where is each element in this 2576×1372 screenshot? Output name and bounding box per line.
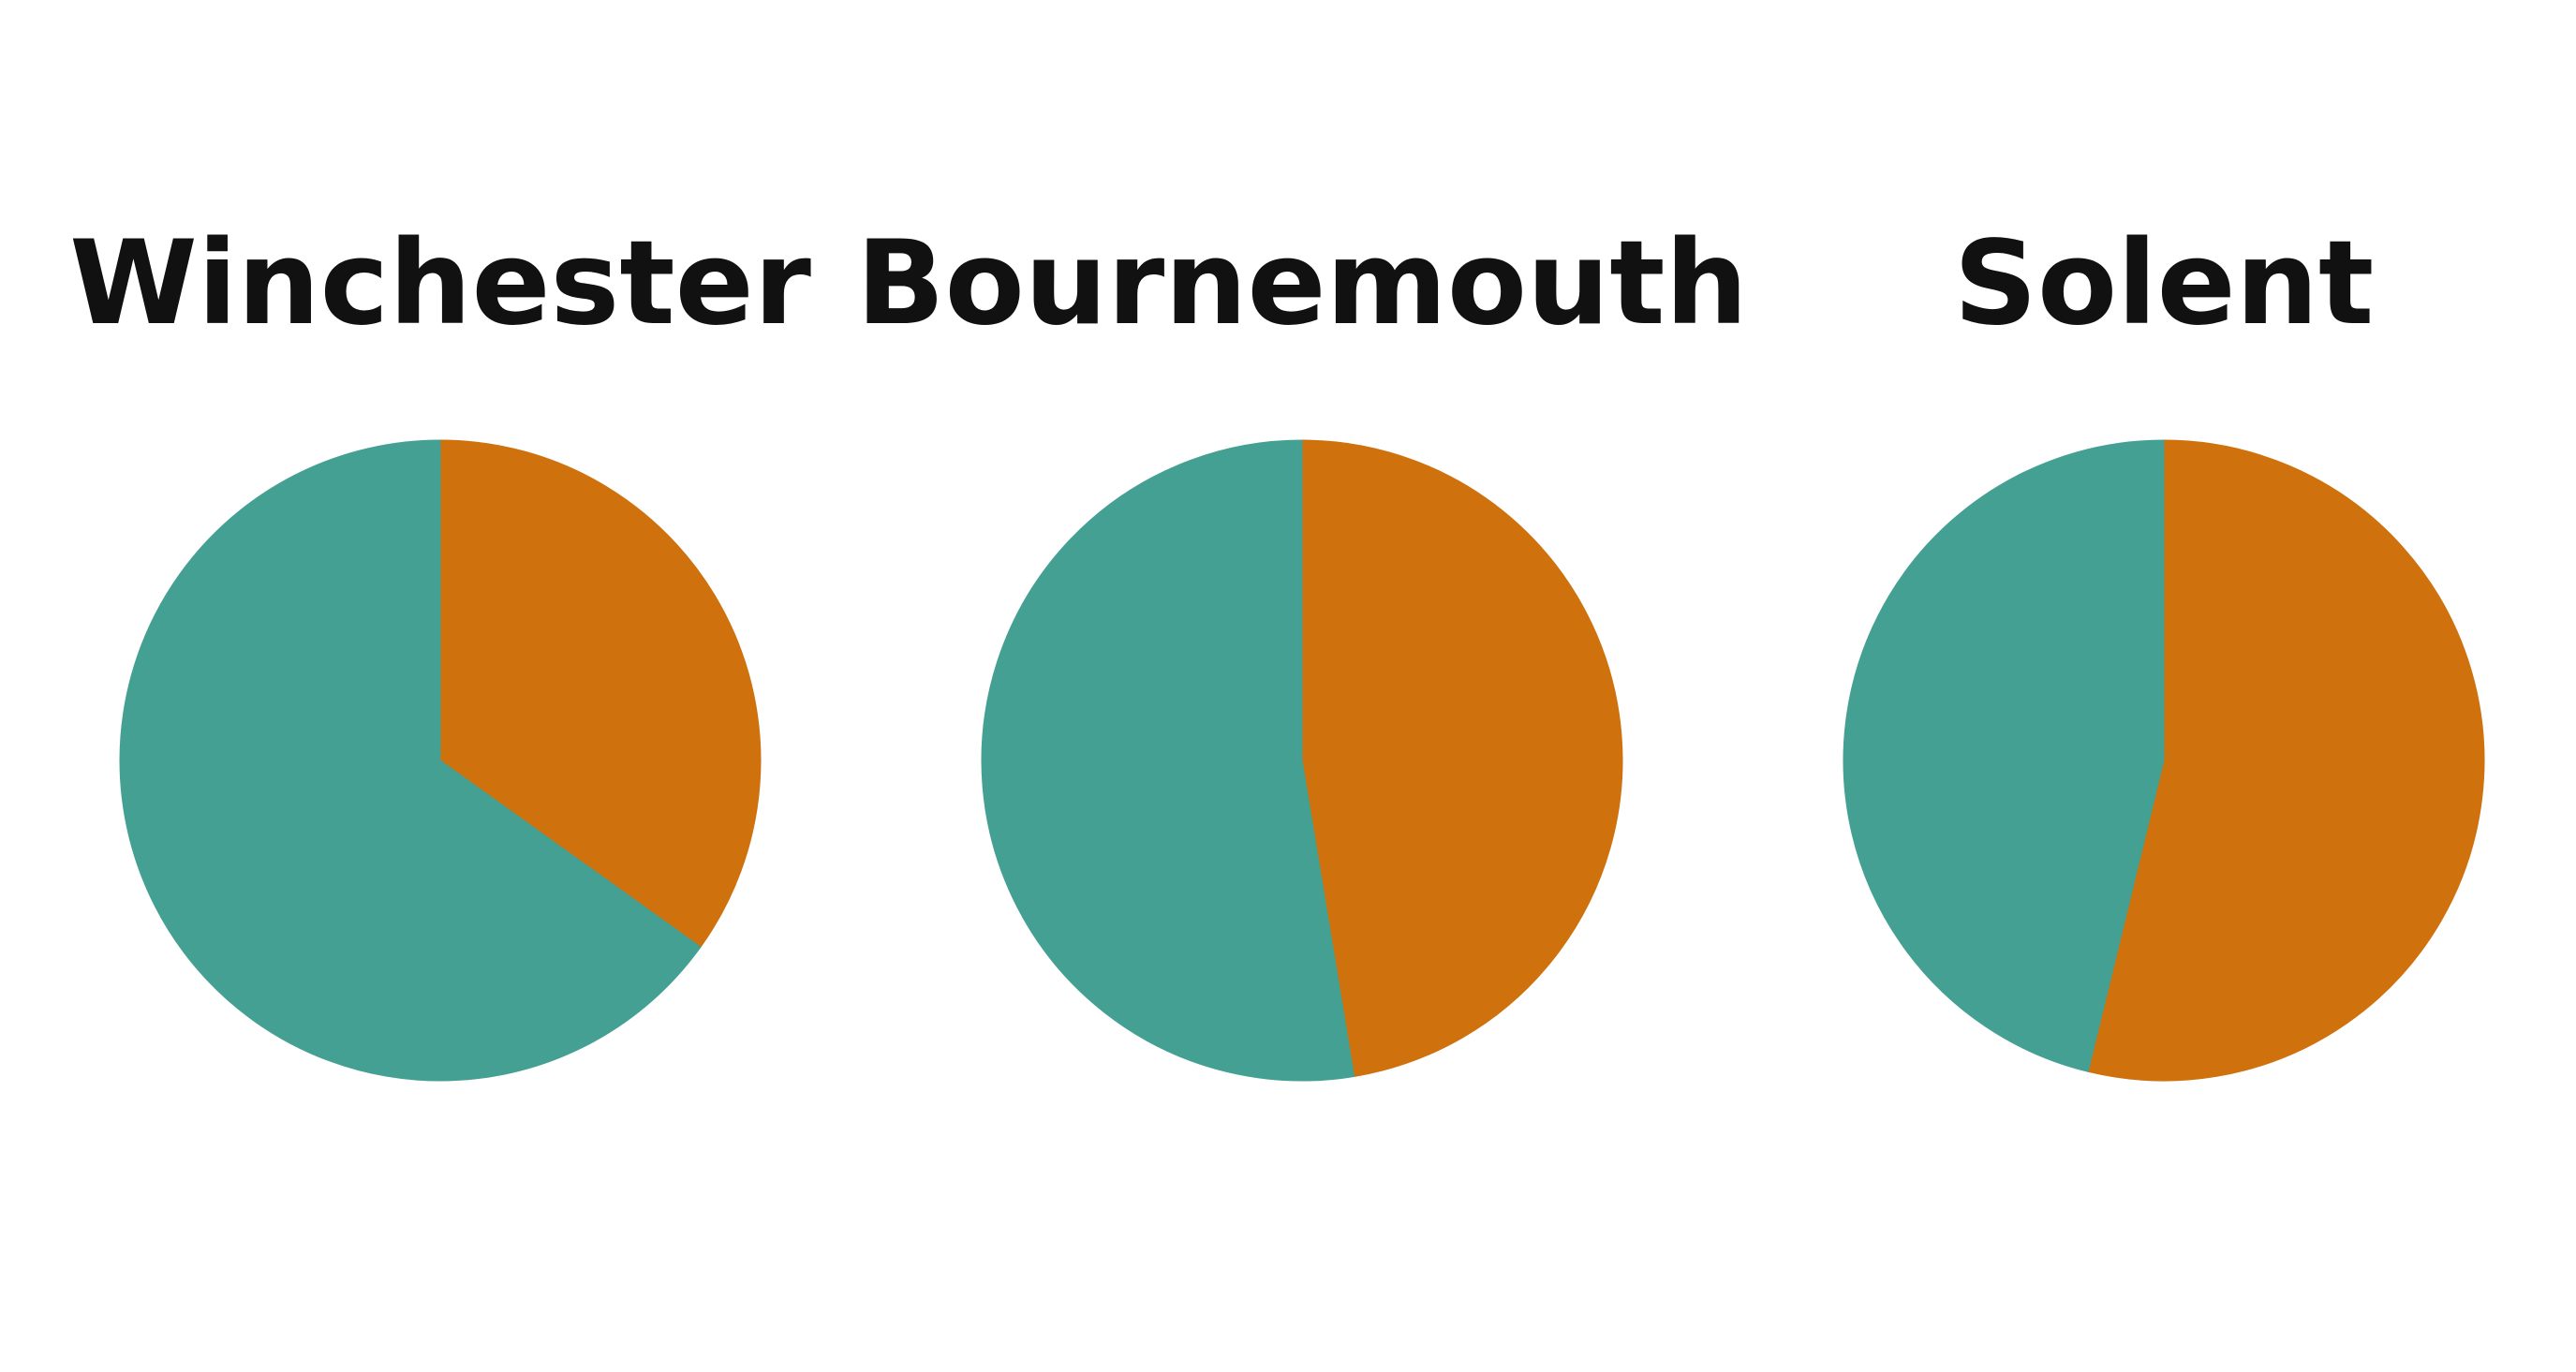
pie-title-winchester: Winchester: [69, 216, 811, 351]
pie-slice-1-0: [1301, 439, 1623, 1078]
pie-title-solent: Solent: [1954, 216, 2375, 351]
pie-slice-0-1: [119, 439, 702, 1082]
pie-bournemouth: Bournemouth: [856, 216, 1748, 1082]
pie-slice-1-1: [981, 439, 1355, 1082]
pie-slice-2-1: [1843, 439, 2165, 1072]
pie-winchester: Winchester: [69, 216, 811, 1082]
pie-slice-0-0: [439, 439, 762, 948]
slices-winchester: [119, 439, 762, 1082]
pie-slice-2-0: [2087, 439, 2485, 1082]
slices-solent: [1843, 439, 2485, 1082]
slices-bournemouth: [981, 439, 1623, 1082]
pie-title-bournemouth: Bournemouth: [856, 216, 1748, 351]
pie-solent: Solent: [1843, 216, 2485, 1082]
